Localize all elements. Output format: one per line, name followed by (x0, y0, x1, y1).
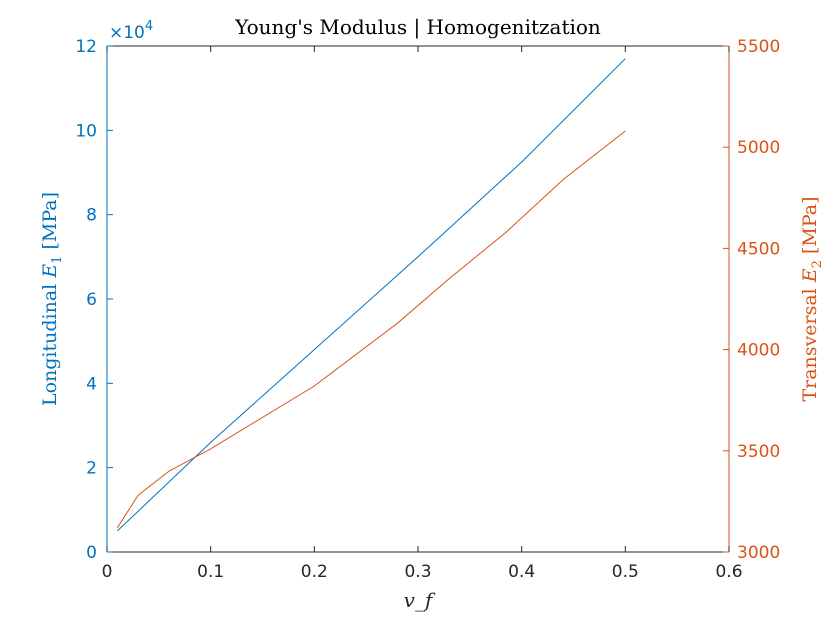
left-tick-label: 12 (75, 37, 97, 57)
series-line-e2 (116, 130, 626, 528)
right-tick-label: 4500 (737, 239, 780, 259)
x-tick-label: 0.6 (715, 562, 742, 582)
x-tick-label: 0.1 (197, 562, 224, 582)
right-tick-label: 5500 (737, 37, 780, 57)
chart-title: Young's Modulus | Homogenitzation (234, 15, 601, 40)
left-tick-label: 8 (86, 206, 97, 226)
x-tick-label: 0.3 (404, 562, 431, 582)
right-tick-label: 4000 (737, 341, 780, 361)
left-tick-label: 2 (86, 459, 97, 479)
x-tick-label: 0.2 (301, 562, 328, 582)
left-tick-label: 0 (86, 543, 97, 563)
right-axis-label: Transversal E2 [MPa] (799, 196, 825, 401)
x-axis-label: v_f (404, 588, 436, 612)
x-tick-label: 0.5 (612, 562, 639, 582)
x-tick-label: 0.4 (508, 562, 535, 582)
x-tick-label: 0 (102, 562, 113, 582)
series-line-e1 (117, 58, 626, 532)
right-tick-label: 3000 (737, 543, 780, 563)
left-tick-label: 10 (75, 121, 97, 141)
plot-area: 0 0.1 0.2 0.3 0.4 0.5 0.6 0 2 4 6 8 10 12 3000 3500 4000… (39, 19, 825, 582)
left-tick-label: 4 (86, 374, 97, 394)
left-axis-exponent: ×104 (109, 19, 153, 43)
left-tick-label: 6 (86, 290, 97, 310)
left-axis-label: Longitudinal E1 [MPa] (39, 192, 65, 406)
right-tick-label: 5000 (737, 138, 780, 158)
right-tick-label: 3500 (737, 442, 780, 462)
